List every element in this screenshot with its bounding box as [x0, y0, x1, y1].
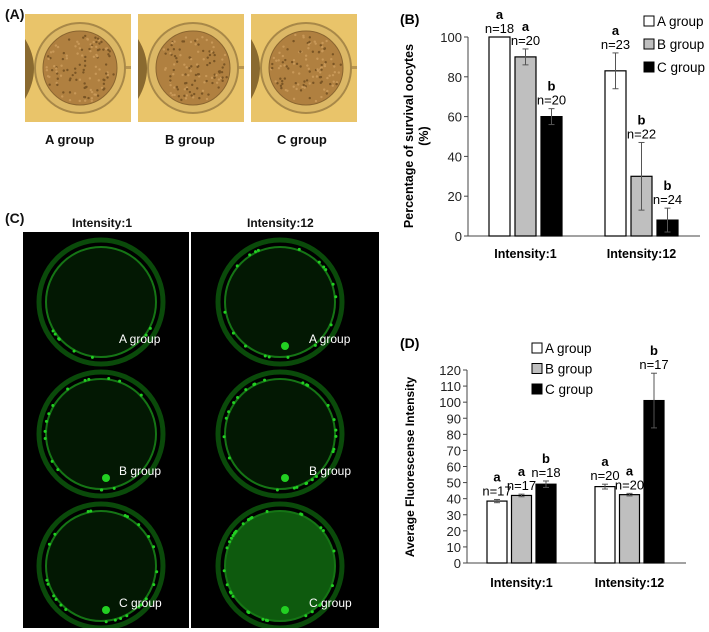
y-tick-label: 10 — [447, 540, 461, 555]
y-tick-label: 0 — [455, 229, 462, 244]
legend-label: A group — [545, 341, 592, 356]
legend-swatch — [532, 364, 542, 374]
category-label: Intensity:12 — [595, 576, 665, 590]
legend-label: C group — [657, 60, 705, 75]
significance-letter: b — [664, 178, 672, 193]
category-label: Intensity:1 — [494, 247, 557, 261]
bar — [541, 117, 562, 236]
significance-letter: b — [638, 112, 646, 127]
y-tick-label: 60 — [448, 110, 462, 125]
n-label: n=23 — [601, 37, 630, 52]
legend-label: C group — [545, 382, 593, 397]
n-label: n=22 — [627, 126, 656, 141]
y-axis-label-unit: (%) — [417, 126, 431, 145]
significance-letter: b — [542, 451, 550, 466]
bar — [620, 495, 640, 563]
y-tick-label: 90 — [447, 411, 461, 426]
n-label: n=20 — [511, 33, 540, 48]
significance-letter: a — [518, 464, 526, 479]
bar — [487, 501, 507, 563]
legend-swatch — [644, 62, 654, 72]
n-label: n=24 — [653, 192, 682, 207]
legend-label: B group — [545, 362, 592, 377]
y-tick-label: 60 — [447, 460, 461, 475]
legend-label: A group — [657, 14, 704, 29]
y-tick-label: 110 — [440, 379, 461, 394]
legend-swatch — [644, 39, 654, 49]
bar — [515, 57, 536, 236]
bar — [536, 484, 556, 563]
significance-letter: a — [522, 19, 530, 34]
legend-swatch — [532, 384, 542, 394]
bar — [595, 487, 615, 563]
y-tick-label: 100 — [439, 395, 461, 410]
n-label: n=18 — [485, 21, 514, 36]
y-tick-label: 80 — [448, 70, 462, 85]
significance-letter: a — [496, 7, 504, 22]
category-label: Intensity:12 — [607, 247, 677, 261]
y-tick-label: 100 — [440, 30, 462, 45]
y-tick-label: 120 — [439, 363, 461, 378]
n-label: n=17 — [507, 478, 536, 493]
y-tick-label: 70 — [447, 443, 461, 458]
significance-letter: b — [650, 343, 658, 358]
y-tick-label: 80 — [447, 427, 461, 442]
bar — [512, 495, 532, 563]
significance-letter: a — [612, 23, 620, 38]
n-label: n=17 — [639, 357, 668, 372]
bar — [489, 37, 510, 236]
n-label: n=20 — [537, 93, 566, 108]
y-tick-label: 40 — [447, 492, 461, 507]
chart-d: (D) 0102030405060 708090100110120 Average F… — [400, 335, 686, 590]
y-tick-label: 0 — [454, 556, 461, 571]
panel-label: (B) — [400, 11, 419, 27]
y-tick-label: 30 — [447, 508, 461, 523]
legend-label: B group — [657, 37, 704, 52]
y-tick-label: 50 — [447, 476, 461, 491]
category-label: Intensity:1 — [490, 576, 553, 590]
y-axis-label: Average Fluorescense Intensity — [403, 377, 417, 558]
significance-letter: b — [548, 79, 556, 94]
y-tick-label: 20 — [448, 189, 462, 204]
n-label: n=18 — [531, 465, 560, 480]
panel-label: (D) — [400, 335, 419, 351]
legend-swatch — [644, 16, 654, 26]
y-tick-label: 20 — [447, 524, 461, 539]
significance-letter: a — [601, 454, 609, 469]
significance-letter: a — [626, 463, 634, 478]
chart-b: (B) 0 20 40 60 80 100 Percentage of survival oo… — [400, 7, 705, 261]
legend-swatch — [532, 343, 542, 353]
significance-letter: a — [493, 469, 501, 484]
y-axis-label: Percentage of survival oocytes — [402, 44, 416, 228]
n-label: n=20 — [615, 477, 644, 492]
y-tick-label: 40 — [448, 149, 462, 164]
bar — [605, 71, 626, 236]
